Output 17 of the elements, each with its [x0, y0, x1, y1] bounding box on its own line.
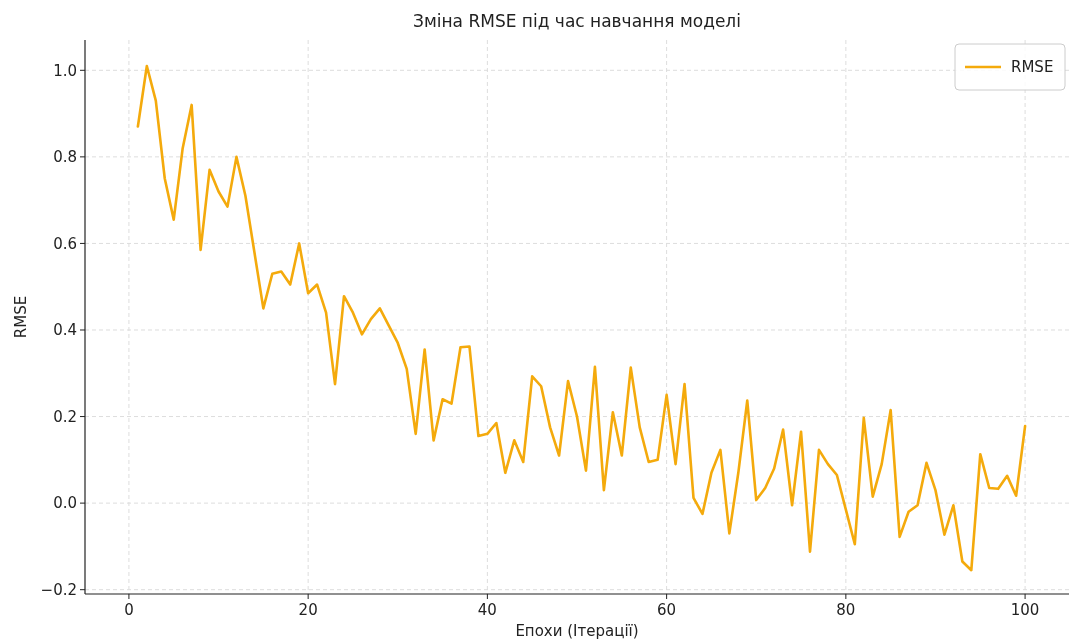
x-axis-title: Епохи (Ітерації) — [515, 622, 639, 640]
x-tick-label: 80 — [836, 601, 856, 619]
y-tick-label: 0.8 — [53, 148, 77, 167]
y-tick-label: 0.6 — [53, 234, 77, 253]
x-tick-label: 0 — [124, 601, 134, 619]
legend-label: RMSE — [1011, 58, 1054, 77]
y-tick-label: 0.2 — [53, 407, 77, 426]
x-tick-label: 40 — [477, 601, 497, 619]
y-tick-label: 1.0 — [53, 61, 77, 80]
y-tick-label: 0.0 — [53, 494, 77, 513]
x-tick-label: 60 — [657, 601, 677, 619]
x-tick-label: 100 — [1010, 601, 1040, 619]
chart-title: Зміна RMSE під час навчання моделі — [413, 11, 741, 31]
x-tick-label: 20 — [298, 601, 318, 619]
y-axis-title: RMSE — [12, 295, 30, 339]
y-tick-label: 0.4 — [53, 321, 77, 340]
y-tick-label: −0.2 — [40, 580, 77, 599]
